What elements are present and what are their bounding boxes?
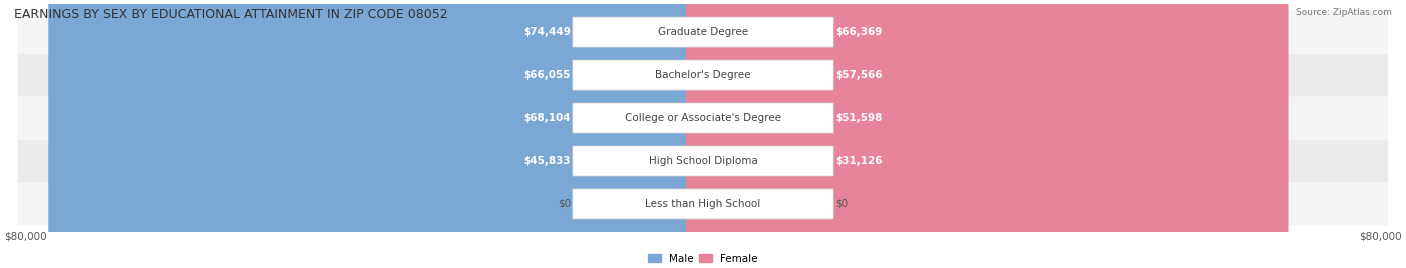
Text: EARNINGS BY SEX BY EDUCATIONAL ATTAINMENT IN ZIP CODE 08052: EARNINGS BY SEX BY EDUCATIONAL ATTAINMEN… [14,8,447,21]
Text: $0: $0 [558,199,571,209]
FancyBboxPatch shape [572,189,834,219]
FancyBboxPatch shape [103,0,720,268]
Text: $0: $0 [835,199,848,209]
Text: $45,833: $45,833 [523,156,571,166]
FancyBboxPatch shape [18,11,1388,54]
Text: Less than High School: Less than High School [645,199,761,209]
FancyBboxPatch shape [686,0,1161,268]
Text: $51,598: $51,598 [835,113,882,123]
Text: $80,000: $80,000 [1360,231,1402,241]
Text: Graduate Degree: Graduate Degree [658,27,748,37]
FancyBboxPatch shape [572,146,834,176]
Text: $68,104: $68,104 [523,113,571,123]
Text: $66,369: $66,369 [835,27,882,37]
FancyBboxPatch shape [572,17,834,47]
Text: $31,126: $31,126 [835,156,883,166]
Text: Bachelor's Degree: Bachelor's Degree [655,70,751,80]
FancyBboxPatch shape [572,103,834,133]
Text: High School Diploma: High School Diploma [648,156,758,166]
Text: $66,055: $66,055 [523,70,571,80]
Text: $74,449: $74,449 [523,27,571,37]
FancyBboxPatch shape [18,183,1388,225]
Legend: Male, Female: Male, Female [644,249,762,268]
FancyBboxPatch shape [686,0,1213,268]
Text: College or Associate's Degree: College or Associate's Degree [626,113,780,123]
Text: $57,566: $57,566 [835,70,883,80]
Text: Source: ZipAtlas.com: Source: ZipAtlas.com [1296,8,1392,17]
FancyBboxPatch shape [686,0,987,268]
Text: $80,000: $80,000 [4,231,46,241]
FancyBboxPatch shape [120,0,720,268]
FancyBboxPatch shape [18,140,1388,183]
FancyBboxPatch shape [572,60,834,90]
FancyBboxPatch shape [294,0,720,268]
FancyBboxPatch shape [18,96,1388,140]
FancyBboxPatch shape [18,54,1388,96]
FancyBboxPatch shape [686,0,1288,268]
FancyBboxPatch shape [48,0,720,268]
